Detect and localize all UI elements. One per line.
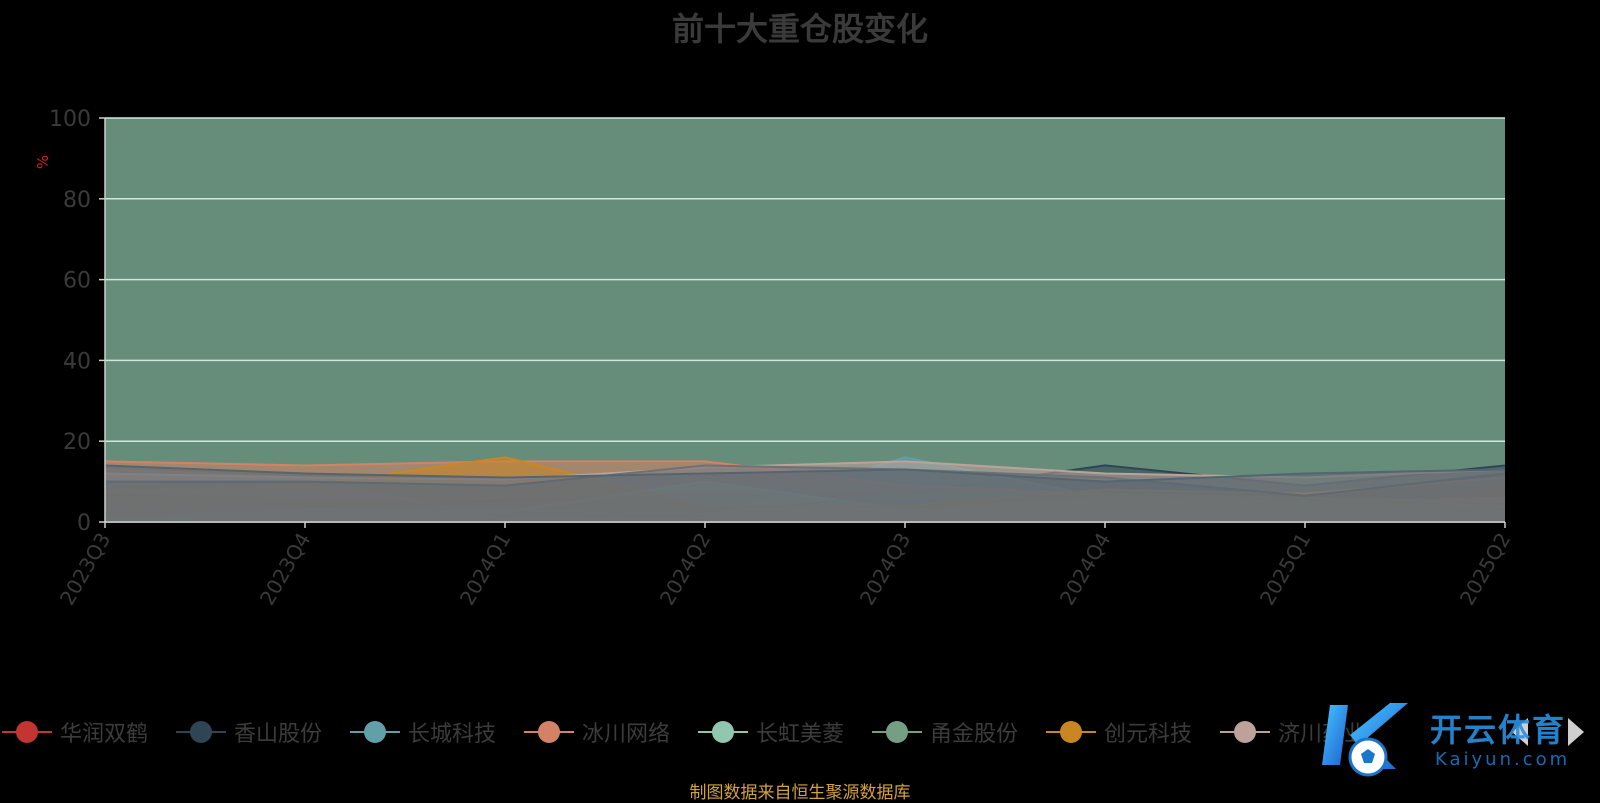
legend: 华润双鹤 香山股份 长城科技 冰川网络 长虹美菱 甬金股份 创元科技 济川药业: [0, 712, 1600, 752]
plot-background: [105, 118, 1505, 522]
legend-marker-icon: [1220, 719, 1270, 745]
legend-marker-icon: [872, 719, 922, 745]
legend-item[interactable]: 长城科技: [350, 712, 496, 752]
legend-marker-icon: [524, 719, 574, 745]
legend-item[interactable]: 创元科技: [1046, 712, 1192, 752]
y-tick-label: 40: [63, 349, 91, 374]
legend-item[interactable]: 长虹美菱: [698, 712, 844, 752]
x-tick-label: 2024Q3: [855, 529, 915, 610]
x-tick-label: 2024Q4: [1055, 529, 1115, 610]
legend-label: 甬金股份: [930, 722, 1019, 747]
legend-prev-icon[interactable]: [1512, 718, 1528, 746]
legend-marker-icon: [1046, 719, 1096, 745]
x-tick-label: 2023Q3: [55, 529, 115, 610]
watermark-logo: 开云体育 Kaiyun.com: [1310, 695, 1600, 785]
y-axis-label: %: [34, 155, 52, 169]
y-tick-label: 60: [63, 269, 91, 294]
legend-label: 长虹美菱: [756, 722, 845, 747]
legend-item[interactable]: 香山股份: [176, 712, 322, 752]
y-tick-label: 100: [49, 107, 91, 132]
legend-marker-icon: [698, 719, 748, 745]
y-tick-label: 0: [77, 511, 91, 536]
legend-label: 香山股份: [234, 722, 323, 747]
x-tick-label: 2024Q1: [455, 529, 515, 610]
source-note: 制图数据来自恒生聚源数据库: [689, 783, 911, 803]
y-tick-label: 80: [63, 188, 91, 213]
series-line: [104, 464, 1506, 483]
legend-label: 华润双鹤: [60, 722, 149, 747]
x-tick-label: 2025Q1: [1255, 529, 1315, 610]
x-tick-label: 2025Q2: [1455, 529, 1515, 610]
legend-item[interactable]: 济川药业: [1220, 712, 1366, 752]
legend-pager: [1500, 718, 1590, 748]
legend-next-icon[interactable]: [1568, 718, 1584, 746]
legend-label: 长城科技: [408, 722, 497, 747]
watermark-subtext: Kaiyun.com: [1435, 749, 1571, 770]
y-tick-label: 20: [63, 430, 91, 455]
watermark-text: 开云体育: [1430, 711, 1567, 749]
legend-marker-icon: [2, 719, 52, 745]
legend-marker-icon: [350, 719, 400, 745]
legend-item[interactable]: 甬金股份: [872, 712, 1018, 752]
chart-title: 前十大重仓股变化: [671, 10, 928, 48]
x-tick-label: 2024Q2: [655, 529, 715, 610]
x-tick-label: 2023Q4: [255, 529, 315, 610]
legend-marker-icon: [176, 719, 226, 745]
legend-label: 创元科技: [1104, 722, 1193, 747]
series-areas: [104, 456, 1506, 522]
legend-item[interactable]: 华润双鹤: [2, 712, 148, 752]
logo-icon: [1322, 703, 1408, 777]
legend-label: 冰川网络: [582, 722, 671, 747]
legend-item[interactable]: 冰川网络: [524, 712, 670, 752]
